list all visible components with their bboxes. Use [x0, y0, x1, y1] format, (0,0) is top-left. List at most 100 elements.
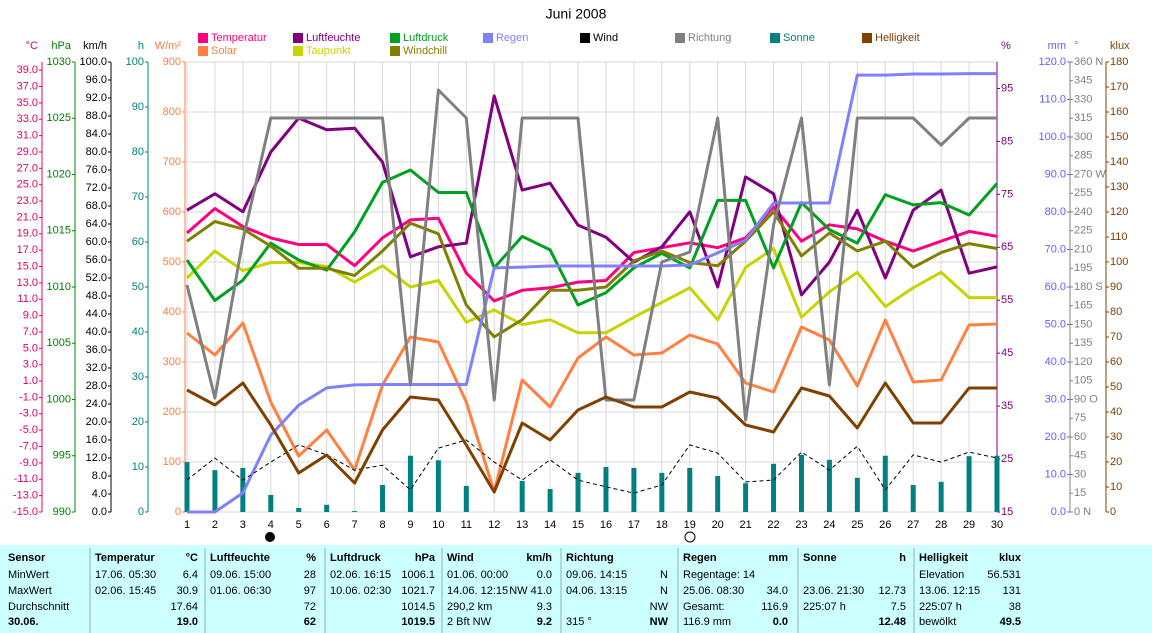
cell-value: 12.48 [878, 616, 906, 628]
cell-text: 01.06. 00:00 [447, 569, 508, 581]
legend-swatch [293, 46, 303, 56]
x-tick-label: 24 [823, 519, 835, 531]
legend-swatch [293, 33, 303, 43]
y-tick-label: 45 [1001, 347, 1013, 359]
cell-value: 38 [1009, 601, 1021, 613]
y-tick-label: 50 [1110, 381, 1122, 393]
cell-value: 0.0 [537, 569, 552, 581]
section-unit: klux [999, 552, 1022, 564]
stats-background [0, 545, 1152, 633]
cell-value: 12.73 [878, 585, 906, 597]
x-tick-label: 29 [963, 519, 975, 531]
y-tick-label: 195 [1074, 262, 1092, 274]
bar [407, 455, 413, 512]
y-tick-label: 36.0 [86, 344, 107, 356]
chart-title: Juni 2008 [546, 6, 607, 22]
y-tick-label: 800 [163, 106, 181, 118]
section-unit: % [306, 552, 316, 564]
y-tick-label: 285 [1074, 150, 1092, 162]
y-tick-label: 300 [163, 356, 181, 368]
cell-text: 04.06. 13:15 [566, 585, 627, 597]
y-tick-label: 170 [1110, 81, 1128, 93]
y-tick-label: 23.0 [17, 195, 38, 207]
series-line [186, 318, 998, 494]
y-tick-label: 68.0 [86, 200, 107, 212]
y-tick-label: 20 [132, 416, 144, 428]
y-tick-label: 25 [1001, 453, 1013, 465]
y-tick-label: 90 O [1074, 393, 1098, 405]
y-tick-label: 130 [1110, 181, 1128, 193]
y-tick-label: 65 [1001, 241, 1013, 253]
bar [603, 467, 609, 512]
section-name: Regen [683, 552, 717, 564]
x-tick-label: 11 [461, 519, 472, 531]
y-tick-label: 110 [1110, 231, 1128, 243]
bar [659, 472, 665, 512]
section-name: Sonne [803, 552, 837, 564]
y-tick-label: 50 [132, 281, 144, 293]
series-line [186, 210, 998, 339]
bar [938, 481, 944, 512]
y-tick-label: 40 [1110, 406, 1122, 418]
y-tick-label: 600 [163, 206, 181, 218]
y-tick-label: 1020 [47, 168, 71, 180]
y-tick-label: 400 [163, 306, 181, 318]
bar [435, 460, 441, 512]
bar [798, 454, 804, 512]
section-name: Luftfeuchte [210, 552, 270, 564]
row-label: Durchschnitt [8, 601, 69, 613]
y-tick-label: 1005 [47, 337, 71, 349]
y-tick-label: 100 [1110, 256, 1128, 268]
y-tick-label: 33.0 [17, 113, 38, 125]
cell-value: 1006.1 [401, 569, 435, 581]
y-tick-label: 60.0 [86, 236, 107, 248]
x-tick-label: 30 [991, 519, 1003, 531]
y-tick-label: 88.0 [86, 110, 107, 122]
y-tick-label: 21.0 [17, 211, 38, 223]
y-tick-label: 24.0 [86, 398, 107, 410]
axis-unit: mm [1048, 40, 1066, 52]
y-tick-label: 70 [1110, 331, 1122, 343]
y-tick-label: 60 [132, 236, 144, 248]
y-tick-label: 80.0 [1045, 206, 1066, 218]
y-tick-label: 15 [1001, 506, 1013, 518]
y-tick-label: 45 [1074, 450, 1086, 462]
y-tick-label: -7.0 [19, 440, 38, 452]
y-tick-label: 19.0 [17, 228, 38, 240]
legend-label: Luftfeuchte [306, 32, 360, 44]
y-tick-label: 995 [53, 450, 71, 462]
x-tick-label: 18 [656, 519, 668, 531]
y-tick-label: 40.0 [1045, 356, 1066, 368]
cell-value: 34.0 [767, 585, 788, 597]
cell-value: 49.5 [1000, 616, 1021, 628]
cell-value: 62 [304, 616, 316, 628]
y-tick-label: 500 [163, 256, 181, 268]
bar [575, 472, 581, 512]
cell-value: 72 [304, 601, 316, 613]
y-tick-label: 120 [1110, 206, 1128, 218]
axis-unit: hPa [51, 40, 71, 52]
y-tick-label: 52.0 [86, 272, 107, 284]
y-tick-label: 10 [132, 461, 144, 473]
cell-value: 116.9 [761, 601, 788, 613]
y-tick-label: 48.0 [86, 290, 107, 302]
x-tick-label: 15 [572, 519, 584, 531]
cell-text: 17.06. 05:30 [95, 569, 156, 581]
legend-swatch [862, 33, 872, 43]
axis-unit: W/m² [155, 40, 182, 52]
cell-value: 6.4 [183, 569, 198, 581]
y-tick-label: 1030 [47, 56, 71, 68]
cell-text: Elevation [919, 569, 964, 581]
y-tick-label: 20 [1110, 456, 1122, 468]
y-tick-label: 28.0 [86, 380, 107, 392]
plot-area [186, 61, 998, 513]
x-tick-label: 6 [324, 519, 330, 531]
section-unit: hPa [415, 552, 436, 564]
y-tick-label: 20.0 [86, 416, 107, 428]
y-tick-label: 85 [1001, 135, 1013, 147]
y-tick-label: 1.0 [23, 375, 38, 387]
y-tick-label: 60 [1074, 431, 1086, 443]
y-tick-label: 76.0 [86, 164, 107, 176]
y-tick-label: 95 [1001, 82, 1013, 94]
